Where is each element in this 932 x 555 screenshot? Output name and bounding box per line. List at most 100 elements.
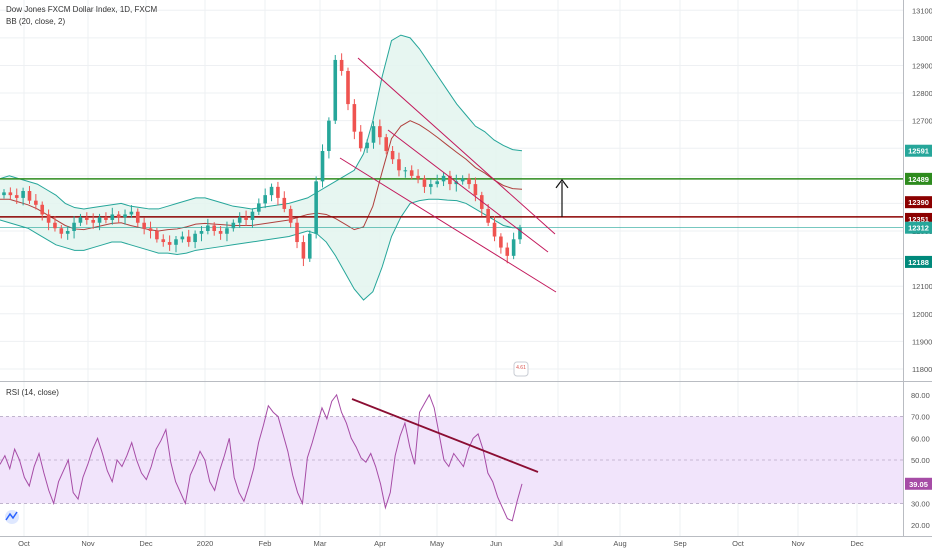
candle-body — [212, 225, 217, 232]
x-tick-label: Dec — [850, 539, 864, 548]
candle-body — [180, 236, 185, 240]
rsi-pane — [0, 393, 903, 522]
price-tick-label: 12000 — [912, 310, 932, 319]
candle-body — [129, 211, 134, 215]
candle-body — [72, 222, 76, 232]
price-tag-label: 12312 — [908, 224, 929, 233]
candle-body — [34, 200, 38, 205]
candle-body — [135, 211, 140, 223]
price-tag-box — [905, 196, 932, 209]
candle-body — [339, 59, 344, 71]
candle-body — [21, 191, 25, 198]
candle-body — [174, 239, 178, 245]
price-tick-label: 11800 — [912, 365, 932, 374]
x-tick-label: Nov — [81, 539, 95, 548]
candle-body — [448, 175, 452, 185]
target-arrow-head — [555, 178, 569, 189]
rsi-indicator-label: RSI (14, close) — [6, 388, 59, 397]
rsi-tick-label: 20.00 — [911, 521, 930, 530]
candle-body — [365, 142, 369, 149]
rsi-tick-label: 30.00 — [911, 499, 930, 508]
candle-body — [2, 192, 6, 196]
candle-body — [65, 231, 70, 234]
tradingview-logo-icon — [5, 510, 19, 524]
candle-body — [40, 204, 45, 215]
candle-body — [218, 231, 223, 234]
price-tick-label: 12100 — [912, 282, 932, 291]
candle-body — [148, 228, 153, 232]
candle-body — [276, 186, 280, 198]
rsi-trendline — [351, 398, 539, 473]
candle-body — [307, 233, 312, 259]
candle-body — [14, 195, 19, 198]
chart-title: Dow Jones FXCM Dollar Index, 1D, FXCM — [6, 5, 158, 14]
price-tag-box — [905, 221, 932, 234]
candle-body — [186, 236, 191, 243]
price-tag-label: 12489 — [908, 175, 929, 184]
bollinger-middle-band — [0, 120, 523, 232]
candle-body — [358, 131, 363, 149]
bollinger-upper-band — [0, 34, 523, 210]
candle-body — [397, 159, 401, 171]
news-marker: 4.61 — [513, 361, 529, 377]
candle-body — [486, 208, 490, 223]
candle-body — [467, 178, 471, 185]
logo-mark — [5, 511, 18, 521]
candle-body — [518, 228, 522, 240]
candle-body — [352, 104, 357, 132]
candle-body — [295, 222, 299, 243]
candle-body — [333, 59, 338, 121]
x-tick-label: Jul — [553, 539, 563, 548]
price-pane: 4.61 — [0, 34, 903, 377]
candle-body — [97, 217, 102, 223]
candle-body — [46, 214, 51, 223]
price-tag-box — [905, 144, 932, 157]
rsi-value-tag-box — [905, 477, 932, 490]
candle-body — [409, 170, 414, 176]
candle-body — [167, 242, 172, 245]
candle-body — [110, 214, 115, 220]
x-tick-label: Mar — [314, 539, 327, 548]
channel-lower-line — [339, 157, 557, 293]
candle-body — [460, 178, 465, 182]
price-tag-box — [905, 255, 932, 268]
rsi-tick-label: 70.00 — [911, 413, 930, 422]
price-tag-box — [905, 172, 932, 185]
rsi-value-tag-label: 39.05 — [909, 480, 928, 489]
x-tick-label: May — [430, 539, 444, 548]
candle-body — [8, 192, 13, 196]
candle-body — [346, 70, 350, 105]
channel-inner-line — [387, 129, 549, 253]
candle-body — [429, 184, 433, 187]
candle-body — [492, 222, 497, 237]
x-tick-label: Nov — [791, 539, 805, 548]
candle-body — [454, 181, 459, 185]
candle-body — [263, 195, 267, 204]
candle-body — [104, 217, 108, 220]
candle-body — [269, 186, 274, 196]
bb-indicator-label: BB (20, close, 2) — [6, 17, 66, 26]
candle-body — [435, 181, 439, 185]
candle-body — [53, 222, 57, 229]
news-marker-box — [513, 361, 529, 377]
candle-body — [225, 228, 229, 234]
price-tag-label: 12390 — [908, 198, 929, 207]
candle-body — [257, 203, 261, 212]
candle-body — [78, 217, 83, 223]
candle-body — [244, 217, 248, 220]
price-tick-label: 13100 — [912, 6, 932, 15]
candle-body — [499, 236, 503, 248]
candle-body — [390, 150, 395, 160]
candle-body — [116, 214, 121, 218]
price-tag-label: 12188 — [908, 258, 929, 267]
x-tick-label: Oct — [732, 539, 745, 548]
rsi-tick-label: 50.00 — [911, 456, 930, 465]
candle-body — [199, 231, 204, 234]
candle-body — [155, 231, 159, 240]
candle-body — [473, 184, 478, 196]
candle-body — [27, 191, 32, 201]
candle-body — [123, 214, 127, 218]
